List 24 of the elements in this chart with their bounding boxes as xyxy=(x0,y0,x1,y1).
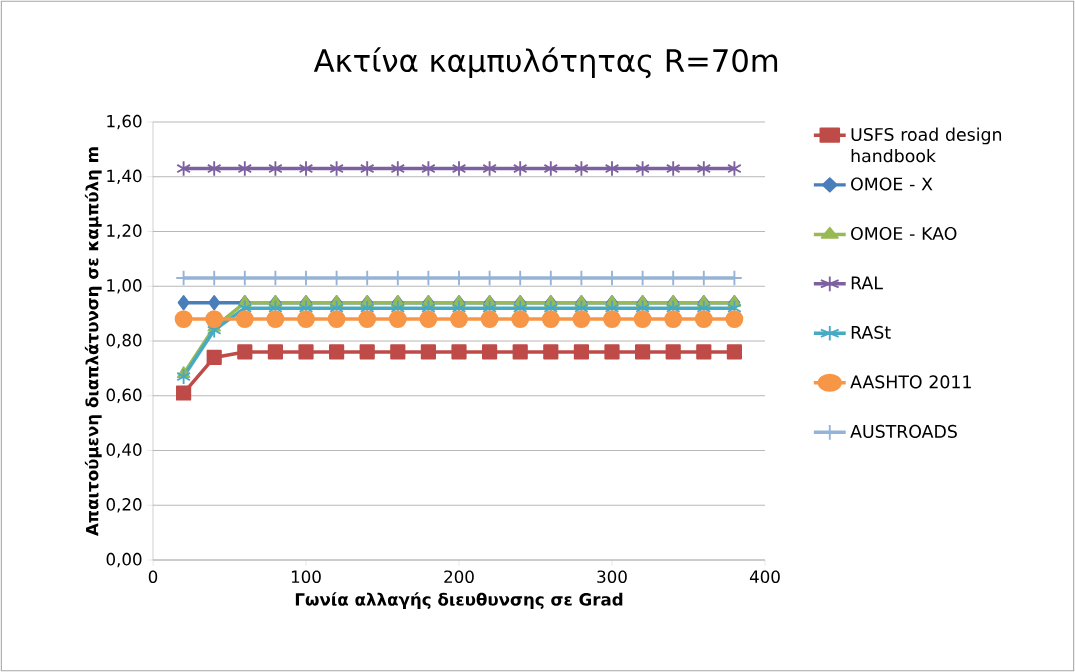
y-tick-label: 1,20 xyxy=(107,224,142,239)
y-tick-label: 1,00 xyxy=(107,279,142,294)
legend-label: AASHTO 2011 xyxy=(850,375,971,389)
legend-label: USFS road design handbook xyxy=(851,127,1002,163)
legend-label: AUSTROADS xyxy=(850,424,957,438)
legend-label: RAL xyxy=(851,276,883,290)
chart-title: Ακτίνα καμπυλότητας R=70m xyxy=(313,47,778,79)
x-tick-label: 0 xyxy=(148,570,158,583)
y-tick-label: 0,40 xyxy=(106,443,142,458)
y-tick-label: 0,00 xyxy=(106,552,142,568)
x-tick-label: 400 xyxy=(749,570,780,583)
y-tick-label: 1,60 xyxy=(107,114,142,130)
x-tick-label: 200 xyxy=(444,570,474,583)
y-tick-label: 0,60 xyxy=(106,388,142,403)
x-tick-label: 100 xyxy=(291,570,321,583)
x-axis-title: Γωνία αλλαγής διευθυνσης σε Grad xyxy=(295,592,623,609)
legend-label: RASt xyxy=(851,325,891,339)
y-tick-label: 0,20 xyxy=(106,498,142,513)
y-tick-label: 1,40 xyxy=(107,169,142,184)
legend-label: OMOE - X xyxy=(851,177,933,191)
y-axis-title: Απαιτούμενη διαπλάτυνση σε καμπύλη m xyxy=(84,147,102,536)
y-tick-label: 0,80 xyxy=(106,333,142,349)
legend-label: OMOE - KAO xyxy=(851,226,957,241)
x-tick-label: 300 xyxy=(597,570,627,583)
